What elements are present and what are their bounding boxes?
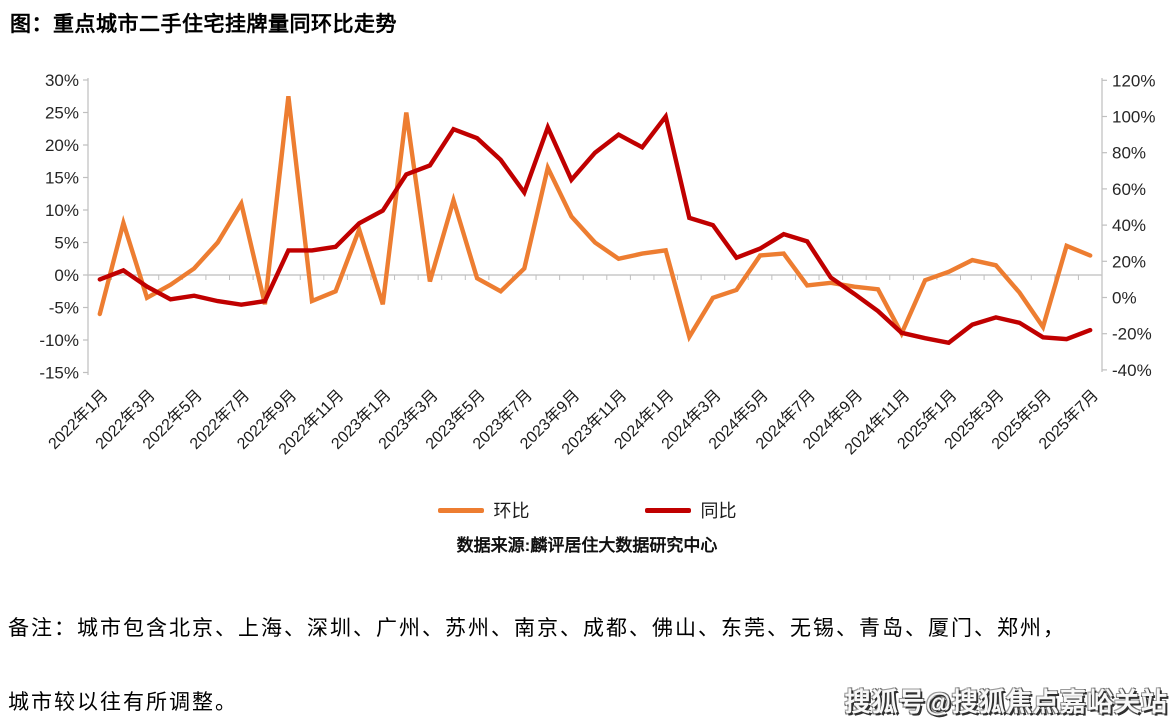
mom-series-line [97,96,1093,343]
yoy-line-swatch [644,507,691,513]
left-axis-tick-label: 30% [45,71,79,90]
left-axis-tick-label: 0% [54,266,79,285]
legend-item-yoy: 同比 [644,497,737,523]
right-axis-tick-label: -40% [1112,361,1152,380]
chart-legend: 环比 同比 [0,497,1174,523]
left-axis-tick-label: -5% [49,299,79,318]
legend-mom-label: 环比 [493,501,530,521]
left-axis-tick-label: 25% [45,104,79,123]
chart-title: 图：重点城市二手住宅挂牌量同环比走势 [10,13,397,36]
trend-line-chart: 30% 25% 20% 15% 10% 5% 0% -5% -10% -15% 120% 100% 80… [39,71,1155,458]
right-axis: 120% 100% 80% 60% 40% 20% 0% -20% -40% [1102,71,1155,380]
left-axis: 30% 25% 20% 15% 10% 5% 0% -5% -10% -15% [39,71,88,383]
x-axis-labels: 2022年1月2022年3月2022年5月2022年7月2022年9月2022年… [45,386,1102,458]
right-axis-tick-label: 60% [1112,180,1146,199]
right-axis-tick-label: 100% [1112,108,1155,127]
watermark-text: 搜狐号@搜狐焦点嘉峪关站 [844,687,1168,717]
right-axis-tick-label: 80% [1112,144,1146,163]
legend-yoy-label: 同比 [700,501,737,521]
legend-item-mom: 环比 [437,497,530,523]
footnote-line-1: 备注：城市包含北京、上海、深圳、广州、苏州、南京、成都、佛山、东莞、无锡、青岛、… [8,616,1066,640]
data-source-caption: 数据来源:麟评居住大数据研究中心 [456,536,718,555]
left-axis-tick-label: -15% [39,364,79,383]
right-axis-tick-label: 0% [1112,289,1137,308]
footnote-line-2: 城市较以往有所调整。 [8,690,238,714]
left-axis-tick-label: 20% [45,136,79,155]
left-axis-tick-label: 10% [45,201,79,220]
mom-line-swatch [437,507,484,513]
right-axis-tick-label: 20% [1112,252,1146,271]
left-axis-tick-label: 5% [54,234,79,253]
right-axis-tick-label: 120% [1112,71,1155,90]
axes [87,78,1103,375]
left-axis-tick-label: -10% [39,331,79,350]
yoy-series-line [97,111,1093,346]
right-axis-tick-label: 40% [1112,216,1146,235]
left-axis-tick-label: 15% [45,169,79,188]
right-axis-tick-label: -20% [1112,325,1152,344]
